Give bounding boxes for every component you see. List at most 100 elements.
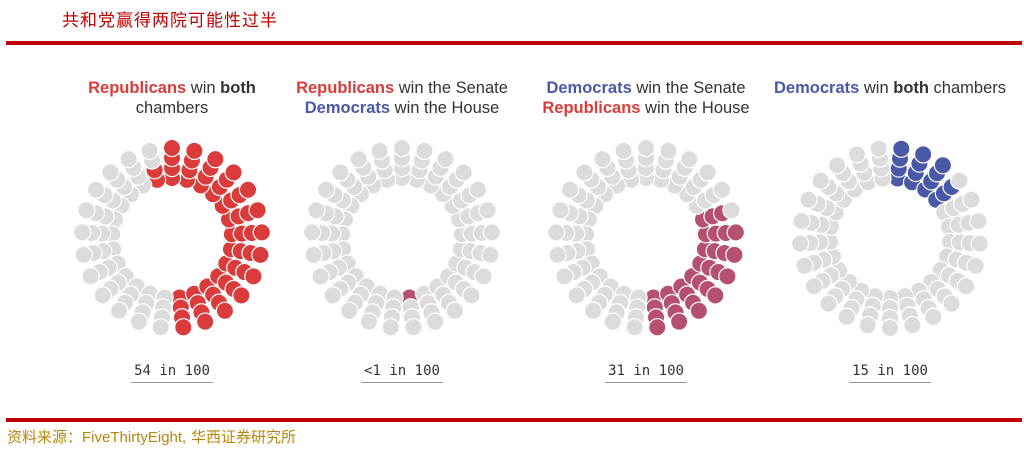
heading-line-2: Democrats win the House: [280, 98, 524, 118]
dot-empty: [804, 277, 824, 296]
heading-party-republicans: Republicans: [88, 79, 187, 97]
dot-empty: [575, 163, 594, 182]
dot-filled: [232, 286, 251, 305]
dot-filled: [648, 318, 667, 337]
probability-label: 54 in 100: [131, 363, 213, 383]
heading-emphasis-both: both: [893, 79, 929, 97]
heading-text: chambers: [928, 79, 1006, 97]
dot-filled: [174, 318, 193, 337]
dot-ring-chart: [546, 138, 746, 337]
dot-empty: [339, 301, 359, 321]
dot-empty: [151, 318, 170, 337]
heading-text: win the House: [640, 99, 750, 117]
source-prefix: 资料来源：: [7, 428, 83, 446]
heading-text: win: [186, 79, 221, 97]
dot-empty: [636, 138, 656, 158]
dot-filled: [718, 267, 737, 286]
dot-filled: [162, 138, 182, 158]
dot-empty: [316, 180, 336, 199]
dot-empty: [86, 180, 106, 199]
dot-empty: [969, 211, 988, 231]
dot-empty: [950, 171, 969, 190]
panel-democrats-both: Democrats win both chambers 15 in 100: [768, 78, 1012, 388]
top-divider: [6, 41, 1022, 45]
dot-empty: [445, 301, 465, 321]
dot-filled: [913, 145, 933, 164]
dot-empty: [847, 145, 867, 164]
heading-party-democrats: Democrats: [774, 79, 860, 97]
panel-heading: Democrats win the Senate Republicans win…: [524, 78, 768, 118]
dot-empty: [869, 139, 888, 158]
dot-ring-chart: [790, 139, 990, 338]
dot-empty: [722, 200, 741, 220]
dot-empty: [546, 223, 566, 242]
dot-filled: [185, 141, 204, 161]
dot-filled: [892, 139, 911, 158]
dot-empty: [454, 163, 473, 182]
dot-empty: [966, 256, 985, 276]
dot-empty: [425, 312, 445, 331]
dot-empty: [474, 267, 493, 286]
dot-empty: [370, 141, 389, 161]
dot-empty: [555, 267, 574, 286]
dot-empty: [349, 149, 368, 169]
heading-party-democrats: Democrats: [304, 99, 391, 117]
dot-empty: [795, 256, 814, 276]
dot-ring-chart: [302, 138, 502, 337]
dot-empty: [109, 301, 129, 321]
dot-empty: [970, 234, 990, 253]
dot-empty: [307, 200, 326, 220]
heading-text: win the Senate: [394, 79, 508, 97]
dot-filled: [252, 223, 272, 242]
bottom-divider: [6, 418, 1022, 422]
dot-empty: [323, 286, 342, 305]
dot-empty: [119, 149, 138, 169]
dot-empty: [101, 163, 120, 182]
heading-line-1: Democrats win the Senate: [524, 78, 768, 98]
dot-empty: [302, 223, 322, 242]
dot-empty: [81, 267, 100, 286]
dot-empty: [359, 312, 379, 331]
dot-empty: [956, 277, 976, 296]
dot-empty: [680, 149, 699, 169]
probability-label: 31 in 100: [605, 363, 687, 383]
dot-empty: [482, 223, 502, 242]
source-note: 资料来源：FiveThirtyEight, 华西证券研究所: [7, 426, 296, 447]
dot-empty: [698, 163, 717, 182]
dot-empty: [962, 190, 981, 209]
heading-line-1: Republicans win the Senate: [280, 78, 524, 98]
dot-filled: [689, 301, 709, 321]
heading-party-republicans: Republicans: [296, 79, 395, 97]
dot-filled: [669, 312, 689, 331]
dot-empty: [478, 200, 497, 220]
dot-ring-chart: [72, 138, 272, 337]
heading-party-republicans: Republicans: [542, 99, 641, 117]
probability-label: 15 in 100: [849, 363, 931, 383]
dot-filled: [195, 312, 215, 331]
dot-empty: [77, 200, 96, 220]
dot-empty: [903, 315, 922, 335]
dot-empty: [625, 318, 644, 337]
dot-empty: [712, 180, 732, 199]
dot-empty: [404, 318, 423, 337]
dot-empty: [659, 141, 678, 161]
heading-text: win the House: [390, 99, 500, 117]
source-suffix: 华西证券研究所: [186, 428, 296, 446]
source-brand: FiveThirtyEight,: [82, 429, 187, 446]
dot-empty: [880, 318, 900, 338]
dot-empty: [481, 245, 500, 265]
panel-heading: Democrats win both chambers: [768, 78, 1012, 98]
dot-empty: [811, 171, 830, 190]
heading-text: win the Senate: [631, 79, 746, 97]
dot-empty: [567, 286, 586, 305]
heading-party-democrats: Democrats: [546, 79, 632, 97]
dot-empty: [792, 211, 811, 231]
dot-filled: [933, 155, 953, 175]
probability-label: <1 in 100: [361, 363, 443, 383]
dot-empty: [551, 200, 570, 220]
dot-empty: [827, 155, 847, 175]
dot-empty: [858, 315, 877, 335]
dot-filled: [248, 200, 267, 220]
dot-empty: [392, 138, 412, 158]
dot-empty: [583, 301, 603, 321]
